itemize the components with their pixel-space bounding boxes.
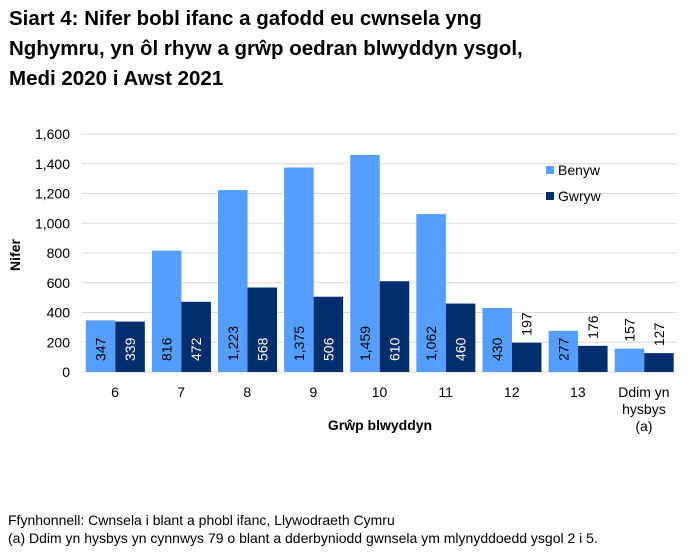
- y-tick-label: 800: [47, 245, 71, 261]
- data-label: 277: [555, 337, 571, 361]
- chart-title-line-3: Medi 2020 i Awst 2021: [9, 67, 224, 90]
- data-label: 197: [519, 312, 535, 336]
- data-label: 816: [159, 337, 175, 361]
- data-label: 1,459: [357, 326, 373, 361]
- x-tick-label: 11: [438, 384, 453, 400]
- x-tick-label: (a): [635, 418, 652, 434]
- y-tick-label: 1,400: [35, 156, 70, 172]
- legend-swatch-gwryw: [546, 192, 554, 200]
- data-label: 568: [254, 337, 270, 361]
- data-label: 610: [386, 337, 402, 361]
- data-label: 460: [453, 337, 469, 361]
- data-label: 157: [621, 318, 637, 342]
- y-tick-label: 600: [47, 275, 71, 291]
- chart-title-line-1: Siart 4: Nifer bobl ifanc a gafodd eu cw…: [9, 7, 482, 30]
- bar-benyw: [350, 154, 380, 372]
- x-tick-label: 7: [177, 384, 185, 400]
- bar-gwryw: [247, 287, 278, 372]
- x-tick-label: Ddim yn: [618, 384, 669, 400]
- footnotes: Ffynhonnell: Cwnsela i blant a phobl ifa…: [8, 511, 598, 547]
- bar-benyw: [548, 330, 579, 372]
- chart-title: Siart 4: Nifer bobl ifanc a gafodd eu cw…: [9, 4, 689, 94]
- legend-swatch-benyw: [546, 166, 554, 174]
- bar-benyw: [614, 348, 645, 372]
- y-tick-label: 200: [47, 334, 71, 350]
- legend-label-benyw: Benyw: [558, 162, 601, 178]
- bar-benyw: [151, 250, 182, 372]
- bar-benyw: [416, 214, 446, 372]
- data-label: 127: [651, 323, 667, 347]
- data-label: 1,062: [423, 326, 439, 361]
- bar-gwryw: [511, 342, 542, 372]
- bar-chart: 0 200 400 600 800 1,000 1,200 1,400 1,600 Nifer 34…: [7, 126, 677, 434]
- x-tick-label: 6: [111, 384, 119, 400]
- bar-benyw: [85, 320, 116, 372]
- x-tick-label: 10: [372, 384, 388, 400]
- bar-gwryw: [644, 353, 674, 372]
- data-label: 1,375: [291, 326, 307, 361]
- y-tick-label: 1,200: [35, 186, 70, 202]
- x-tick-label: 13: [570, 384, 586, 400]
- source-note: Ffynhonnell: Cwnsela i blant a phobl ifa…: [8, 512, 395, 528]
- x-axis-title: Grŵp blwyddyn: [328, 417, 432, 433]
- x-tick-label: hysbys: [622, 401, 666, 417]
- bar-gwryw: [445, 303, 476, 372]
- data-label: 339: [122, 337, 138, 361]
- bar-gwryw: [115, 321, 145, 372]
- data-label: 472: [188, 337, 204, 361]
- chart-title-line-2: Nghymru, yn ôl rhyw a grŵp oedran blwydd…: [9, 37, 523, 60]
- footnote-a: (a) Ddim yn hysbys yn cynnwys 79 o blant…: [8, 530, 598, 546]
- data-label: 1,223: [225, 326, 241, 361]
- y-axis-title: Nifer: [7, 239, 23, 271]
- bar-benyw: [284, 167, 314, 372]
- y-tick-label: 1,000: [35, 215, 70, 231]
- x-tick-label: 9: [309, 384, 317, 400]
- data-label: 347: [93, 337, 109, 361]
- bar-gwryw: [181, 301, 211, 372]
- bar-gwryw: [578, 345, 608, 372]
- bar-gwryw: [379, 281, 410, 372]
- y-tick-label: 400: [47, 305, 71, 321]
- data-label: 176: [585, 315, 601, 339]
- bar-gwryw: [313, 296, 344, 372]
- data-label: 506: [320, 337, 336, 361]
- x-tick-label: 8: [243, 384, 251, 400]
- legend-label-gwryw: Gwryw: [558, 188, 602, 204]
- bar-benyw: [482, 308, 512, 372]
- bar-benyw: [218, 190, 248, 372]
- x-tick-label: 12: [504, 384, 520, 400]
- data-label: 430: [489, 337, 505, 361]
- y-tick-label: 0: [62, 364, 70, 380]
- y-tick-label: 1,600: [35, 126, 70, 142]
